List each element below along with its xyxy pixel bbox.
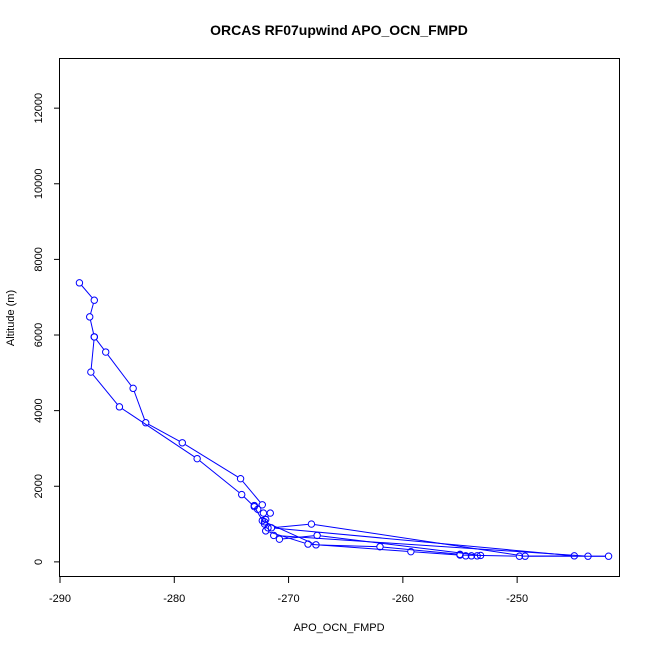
data-point (260, 518, 269, 526)
data-point (515, 552, 524, 560)
data-point (250, 502, 258, 511)
data-point (584, 552, 592, 560)
y-tick-label: 6000 (33, 323, 45, 347)
data-point (521, 552, 529, 560)
x-tick-label: -270 (278, 593, 300, 605)
series-segment (267, 522, 314, 544)
x-tick-label: -260 (392, 593, 414, 605)
chart-title: ORCAS RF07upwind APO_OCN_FMPD (210, 22, 468, 38)
series-segment (383, 546, 457, 555)
data-point (193, 454, 201, 463)
data-point (267, 524, 276, 532)
series-segment (95, 339, 105, 350)
data-point (86, 313, 94, 321)
y-tick-label: 0 (33, 559, 45, 565)
series-segment (107, 354, 132, 386)
data-point (570, 552, 578, 560)
x-tick-label: -290 (49, 593, 71, 605)
data-point (266, 509, 274, 517)
data-point (178, 439, 186, 447)
x-axis-label: APO_OCN_FMPD (293, 622, 384, 634)
y-axis-label: Altitude (m) (5, 290, 17, 346)
series-segment (320, 535, 478, 556)
data-point (270, 531, 278, 540)
series-line (81, 285, 606, 557)
series-segment (81, 285, 93, 298)
data-point (462, 552, 470, 560)
data-point (260, 520, 269, 528)
data-point (90, 296, 98, 304)
y-tick-label: 4000 (33, 398, 45, 422)
x-axis: -290 -280 -270 -260 -250 (49, 577, 528, 605)
data-point (238, 490, 246, 499)
series-segment (90, 320, 94, 334)
data-point (259, 509, 268, 517)
series-segment (148, 423, 180, 442)
data-point (115, 403, 124, 411)
data-point (236, 474, 245, 483)
data-point (102, 348, 110, 356)
data-point (467, 552, 476, 560)
y-tick-label: 12000 (33, 93, 45, 124)
series-segment (90, 303, 94, 314)
series-segment (92, 374, 118, 405)
data-point (376, 543, 384, 551)
plot-frame (59, 58, 620, 577)
series-segment (122, 408, 195, 458)
data-point (142, 419, 150, 427)
data-point (312, 541, 320, 549)
series-segment (185, 444, 238, 478)
data-point (604, 552, 613, 560)
data-point (75, 279, 84, 287)
data-point (456, 551, 464, 559)
series-points (75, 279, 613, 560)
y-tick-label: 8000 (33, 247, 45, 271)
series-segment (90, 340, 95, 369)
data-point (87, 368, 95, 376)
series-segment (463, 554, 516, 557)
data-point (473, 552, 481, 560)
series-segment (268, 531, 305, 544)
series-segment (277, 535, 585, 557)
series-segment (414, 551, 457, 556)
data-point (307, 520, 316, 528)
series-segment (314, 524, 522, 557)
series-segment (243, 496, 253, 505)
series-segment (133, 391, 145, 420)
series-segment (199, 460, 240, 493)
data-point (90, 333, 98, 341)
data-point (313, 531, 321, 540)
data-point (407, 547, 415, 556)
data-point (275, 535, 284, 543)
series-segment (274, 527, 571, 557)
x-tick-label: -280 (163, 593, 185, 605)
data-point (129, 384, 137, 393)
data-point (258, 501, 266, 509)
y-tick-label: 2000 (33, 474, 45, 498)
y-tick-label: 10000 (33, 168, 45, 199)
x-tick-label: -250 (506, 593, 528, 605)
data-point (476, 551, 485, 560)
y-axis: 0 2000 4000 6000 8000 10000 12000 (33, 93, 60, 565)
series-segment (242, 481, 261, 503)
series-segment (311, 543, 408, 552)
series-segment (255, 509, 264, 522)
series-segment (274, 523, 308, 529)
data-point (304, 540, 312, 548)
